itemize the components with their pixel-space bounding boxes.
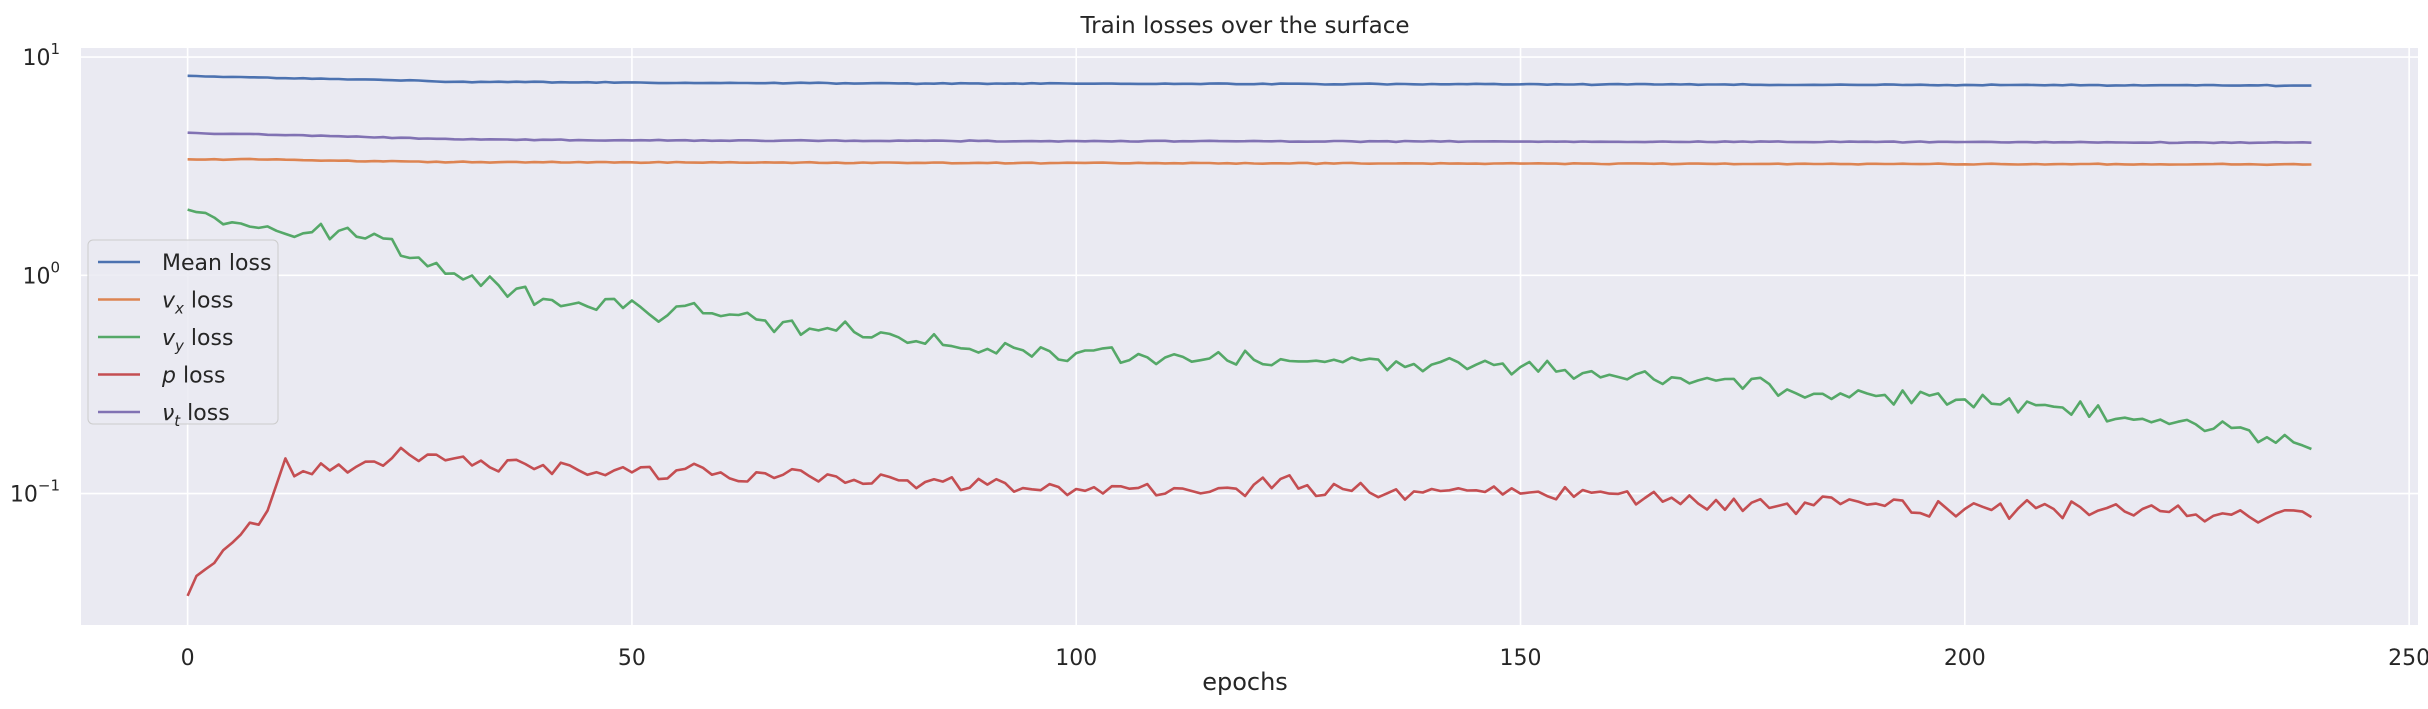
x-tick-label: 100: [1055, 646, 1097, 671]
legend-label: p loss: [161, 364, 225, 389]
legend-label: νt loss: [162, 401, 230, 430]
series-line-4: [187, 131, 2312, 145]
legend-label: Mean loss: [162, 251, 271, 276]
y-tick-labels: 10−1 100 101: [10, 40, 60, 508]
legend: Mean loss vx loss vy loss p loss νt loss: [87, 239, 279, 430]
series-line-2: [187, 208, 2312, 451]
chart-title: Train losses over the surface: [1079, 13, 1409, 39]
y-tick-label: 100: [22, 258, 60, 289]
y-tick-label: 10−1: [10, 477, 60, 508]
series-lines: [186, 74, 2313, 597]
x-tick-label: 200: [1944, 646, 1986, 671]
series-line-1: [187, 157, 2312, 167]
plot-area: [81, 48, 2418, 625]
y-tick-label: 101: [22, 40, 60, 71]
legend-box: [87, 239, 279, 425]
x-tick-label: 150: [1500, 646, 1542, 671]
legend-label: vx loss: [162, 289, 233, 318]
legend-label: vy loss: [162, 326, 233, 355]
x-tick-label: 250: [2388, 646, 2428, 671]
x-tick-label: 50: [618, 646, 646, 671]
series-line-3: [186, 446, 2313, 597]
series-line-0: [187, 74, 2312, 88]
x-axis-label: epochs: [1202, 668, 1288, 696]
grid-lines: [81, 48, 2418, 625]
x-tick-label: 0: [181, 646, 195, 671]
x-tick-labels: 0 50 100 150 200 250: [181, 646, 2428, 671]
